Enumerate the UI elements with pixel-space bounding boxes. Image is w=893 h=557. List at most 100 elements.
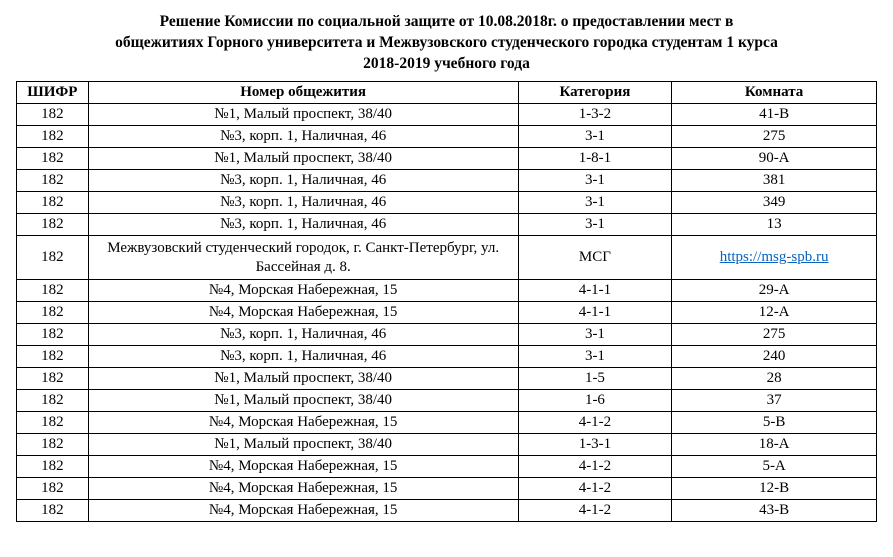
table-row: 182№3, корп. 1, Наличная, 463-1349 bbox=[17, 191, 877, 213]
title-line-3: 2018-2019 учебного года bbox=[363, 55, 530, 72]
cell-dorm: №1, Малый проспект, 38/40 bbox=[88, 147, 518, 169]
title-line-1: Решение Комиссии по социальной защите от… bbox=[160, 13, 734, 30]
cell-category: 4-1-1 bbox=[518, 302, 672, 324]
cell-room: 12-А bbox=[672, 302, 877, 324]
cell-room: 90-А bbox=[672, 147, 877, 169]
col-header-dorm: Номер общежития bbox=[88, 81, 518, 103]
cell-room: 240 bbox=[672, 346, 877, 368]
cell-category: 4-1-2 bbox=[518, 478, 672, 500]
cell-room: 5-В bbox=[672, 412, 877, 434]
table-row: 182№4, Морская Набережная, 154-1-25-В bbox=[17, 412, 877, 434]
cell-room: 37 bbox=[672, 390, 877, 412]
cell-category: 4-1-1 bbox=[518, 280, 672, 302]
col-header-category: Категория bbox=[518, 81, 672, 103]
room-link[interactable]: https://msg-spb.ru bbox=[720, 249, 829, 265]
cell-category: 3-1 bbox=[518, 125, 672, 147]
table-row: 182№1, Малый проспект, 38/401-3-241-В bbox=[17, 103, 877, 125]
cell-category: 4-1-2 bbox=[518, 500, 672, 522]
cell-dorm: №1, Малый проспект, 38/40 bbox=[88, 390, 518, 412]
cell-category: 1-3-1 bbox=[518, 434, 672, 456]
col-header-shifr: ШИФР bbox=[17, 81, 89, 103]
cell-room: 12-В bbox=[672, 478, 877, 500]
table-row: 182№3, корп. 1, Наличная, 463-113 bbox=[17, 213, 877, 235]
cell-dorm: №4, Морская Набережная, 15 bbox=[88, 412, 518, 434]
table-row: 182№4, Морская Набережная, 154-1-243-В bbox=[17, 500, 877, 522]
cell-room: 275 bbox=[672, 324, 877, 346]
table-row: 182№3, корп. 1, Наличная, 463-1275 bbox=[17, 324, 877, 346]
cell-category: 1-6 bbox=[518, 390, 672, 412]
cell-shifr: 182 bbox=[17, 302, 89, 324]
cell-dorm: №1, Малый проспект, 38/40 bbox=[88, 434, 518, 456]
cell-room: 275 bbox=[672, 125, 877, 147]
cell-shifr: 182 bbox=[17, 500, 89, 522]
cell-room: 349 bbox=[672, 191, 877, 213]
cell-category: 1-8-1 bbox=[518, 147, 672, 169]
cell-category: 3-1 bbox=[518, 324, 672, 346]
cell-category: 3-1 bbox=[518, 346, 672, 368]
title-line-2: общежитиях Горного университета и Межвуз… bbox=[115, 34, 778, 51]
cell-category: 3-1 bbox=[518, 169, 672, 191]
table-row: 182№4, Морская Набережная, 154-1-25-А bbox=[17, 456, 877, 478]
table-row: 182№3, корп. 1, Наличная, 463-1381 bbox=[17, 169, 877, 191]
table-row: 182№1, Малый проспект, 38/401-3-118-А bbox=[17, 434, 877, 456]
cell-category: 3-1 bbox=[518, 191, 672, 213]
table-row: 182№3, корп. 1, Наличная, 463-1240 bbox=[17, 346, 877, 368]
cell-dorm: №4, Морская Набережная, 15 bbox=[88, 478, 518, 500]
cell-shifr: 182 bbox=[17, 346, 89, 368]
cell-shifr: 182 bbox=[17, 235, 89, 280]
cell-dorm: №3, корп. 1, Наличная, 46 bbox=[88, 169, 518, 191]
cell-shifr: 182 bbox=[17, 324, 89, 346]
table-row: 182№4, Морская Набережная, 154-1-212-В bbox=[17, 478, 877, 500]
table-row: 182№1, Малый проспект, 38/401-8-190-А bbox=[17, 147, 877, 169]
cell-dorm: №4, Морская Набережная, 15 bbox=[88, 500, 518, 522]
cell-dorm: №4, Морская Набережная, 15 bbox=[88, 302, 518, 324]
table-header-row: ШИФР Номер общежития Категория Комната bbox=[17, 81, 877, 103]
cell-dorm: №3, корп. 1, Наличная, 46 bbox=[88, 213, 518, 235]
cell-shifr: 182 bbox=[17, 103, 89, 125]
table-row: 182Межвузовский студенческий городок, г.… bbox=[17, 235, 877, 280]
cell-dorm: №3, корп. 1, Наличная, 46 bbox=[88, 346, 518, 368]
cell-room: 5-А bbox=[672, 456, 877, 478]
table-row: 182№1, Малый проспект, 38/401-528 bbox=[17, 368, 877, 390]
cell-room: 28 bbox=[672, 368, 877, 390]
cell-room: 29-А bbox=[672, 280, 877, 302]
cell-shifr: 182 bbox=[17, 147, 89, 169]
cell-dorm: №4, Морская Набережная, 15 bbox=[88, 280, 518, 302]
cell-category: 1-5 bbox=[518, 368, 672, 390]
cell-shifr: 182 bbox=[17, 213, 89, 235]
cell-dorm: №3, корп. 1, Наличная, 46 bbox=[88, 324, 518, 346]
table-row: 182№1, Малый проспект, 38/401-637 bbox=[17, 390, 877, 412]
cell-category: 4-1-2 bbox=[518, 412, 672, 434]
cell-shifr: 182 bbox=[17, 478, 89, 500]
cell-dorm: №1, Малый проспект, 38/40 bbox=[88, 103, 518, 125]
cell-category: 1-3-2 bbox=[518, 103, 672, 125]
cell-shifr: 182 bbox=[17, 125, 89, 147]
document-title: Решение Комиссии по социальной защите от… bbox=[16, 12, 877, 75]
cell-shifr: 182 bbox=[17, 191, 89, 213]
cell-category: МСГ bbox=[518, 235, 672, 280]
cell-dorm: Межвузовский студенческий городок, г. Са… bbox=[88, 235, 518, 280]
cell-room: 41-В bbox=[672, 103, 877, 125]
cell-dorm: №3, корп. 1, Наличная, 46 bbox=[88, 191, 518, 213]
cell-shifr: 182 bbox=[17, 456, 89, 478]
cell-shifr: 182 bbox=[17, 368, 89, 390]
table-row: 182№4, Морская Набережная, 154-1-112-А bbox=[17, 302, 877, 324]
cell-room: 18-А bbox=[672, 434, 877, 456]
cell-shifr: 182 bbox=[17, 169, 89, 191]
cell-shifr: 182 bbox=[17, 390, 89, 412]
cell-room: 381 bbox=[672, 169, 877, 191]
cell-shifr: 182 bbox=[17, 280, 89, 302]
cell-room: https://msg-spb.ru bbox=[672, 235, 877, 280]
cell-shifr: 182 bbox=[17, 434, 89, 456]
table-row: 182№4, Морская Набережная, 154-1-129-А bbox=[17, 280, 877, 302]
cell-room: 13 bbox=[672, 213, 877, 235]
cell-room: 43-В bbox=[672, 500, 877, 522]
cell-shifr: 182 bbox=[17, 412, 89, 434]
col-header-room: Комната bbox=[672, 81, 877, 103]
table-row: 182№3, корп. 1, Наличная, 463-1275 bbox=[17, 125, 877, 147]
cell-dorm: №1, Малый проспект, 38/40 bbox=[88, 368, 518, 390]
cell-category: 3-1 bbox=[518, 213, 672, 235]
cell-dorm: №3, корп. 1, Наличная, 46 bbox=[88, 125, 518, 147]
cell-dorm: №4, Морская Набережная, 15 bbox=[88, 456, 518, 478]
cell-category: 4-1-2 bbox=[518, 456, 672, 478]
